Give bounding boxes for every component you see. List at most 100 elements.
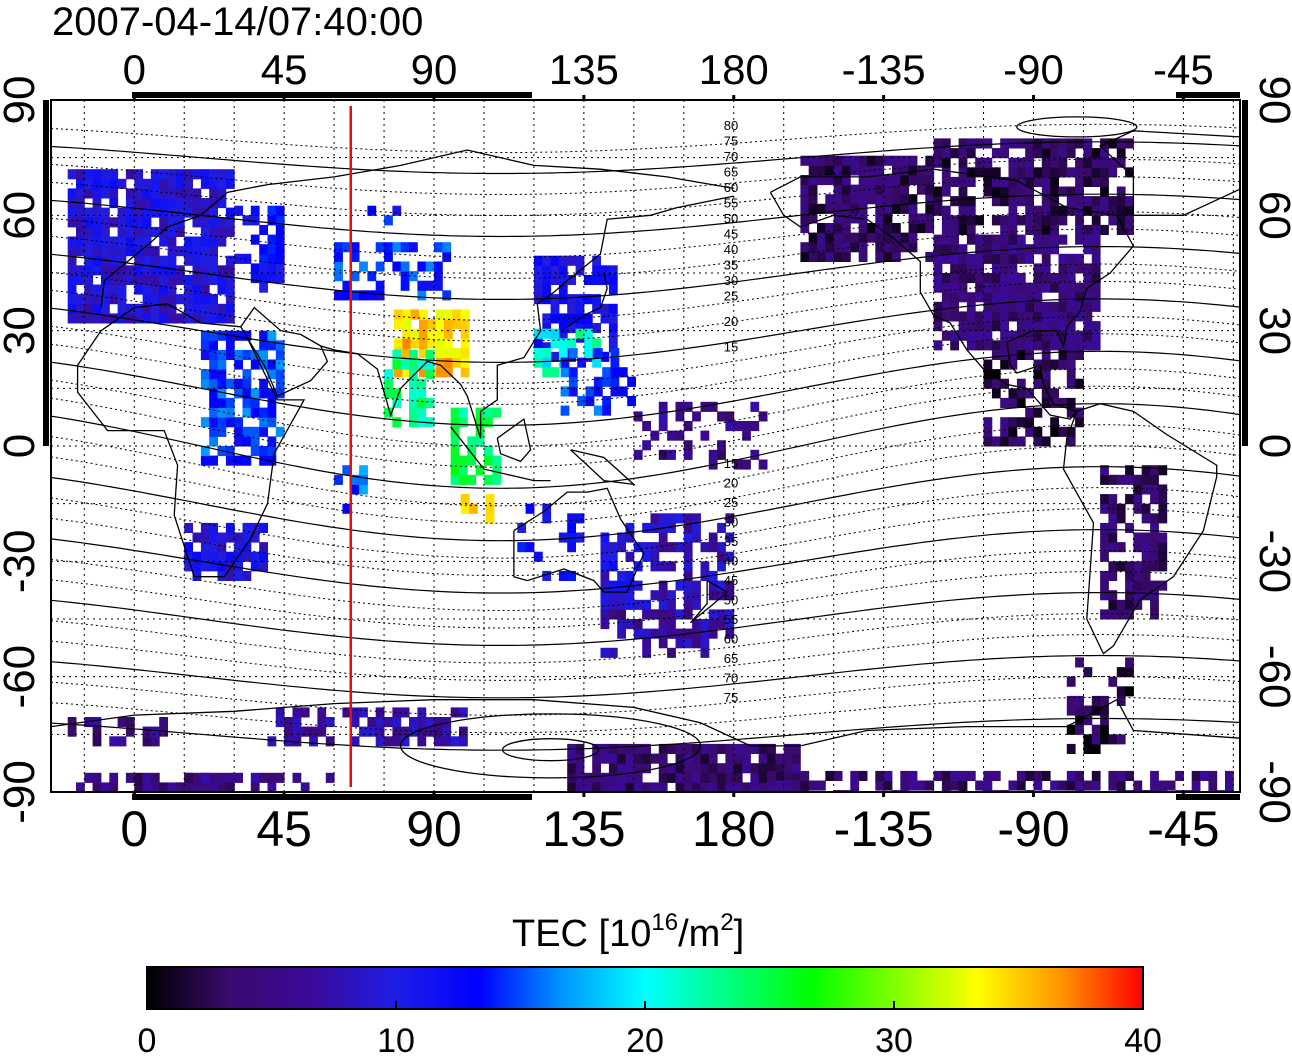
tec-cell [991, 770, 1001, 781]
contour-label-north: 40 [724, 242, 738, 257]
tec-cell [435, 357, 445, 368]
tec-cell [200, 265, 210, 276]
tec-cell [1141, 474, 1151, 485]
tec-cell [267, 455, 277, 466]
tec-cell [192, 570, 202, 581]
tec-cell [675, 782, 685, 792]
tec-cell [577, 357, 586, 368]
tec-cell [76, 236, 85, 247]
tec-cell [1016, 186, 1026, 197]
tec-cell [642, 551, 651, 562]
tec-cell [117, 736, 127, 747]
tec-cell [209, 349, 218, 360]
tec-cell [1000, 176, 1009, 187]
tec-cell [76, 303, 85, 314]
tec-cell [1066, 205, 1076, 216]
coastline [1098, 130, 1240, 216]
tec-cell [610, 367, 620, 378]
tec-cell [983, 167, 993, 178]
tec-cell [833, 165, 843, 176]
tec-cell [1075, 196, 1084, 207]
tec-cell [76, 217, 85, 228]
tec-cell [225, 532, 235, 543]
tec-cell [67, 169, 77, 180]
tec-cell [459, 707, 468, 718]
tec-cell [1225, 770, 1234, 781]
tec-cell [825, 232, 835, 243]
tec-cell [1041, 397, 1051, 408]
tec-cell [275, 224, 285, 235]
tec-cell [983, 234, 993, 245]
tec-cell [1150, 780, 1159, 791]
tec-cell [1091, 167, 1101, 178]
tec-cell [1075, 417, 1084, 428]
tec-cell [209, 359, 218, 370]
tec-cell [950, 263, 959, 274]
tec-cell [259, 253, 268, 264]
tec-cell [167, 217, 177, 228]
tec-cell [1075, 780, 1084, 791]
tec-cell [517, 522, 527, 533]
tec-cell [783, 772, 793, 783]
tec-cell [933, 321, 943, 332]
tec-cell [592, 743, 601, 754]
tec-cell [1075, 292, 1084, 303]
tec-cell [184, 551, 193, 562]
bottom-lon-label: 135 [542, 801, 625, 857]
tec-cell [808, 175, 818, 186]
tec-cell [485, 494, 495, 505]
tec-cell [184, 236, 193, 247]
tec-cell [1116, 503, 1126, 514]
tec-cell [84, 188, 94, 199]
tec-cell [234, 542, 243, 553]
tec-cell [1075, 657, 1084, 668]
tec-cell [642, 743, 651, 754]
mag-lat-contour [51, 592, 1240, 646]
tec-cell [101, 217, 110, 228]
tec-cell [125, 198, 135, 209]
tec-cell [966, 253, 976, 264]
tec-cell [950, 148, 959, 159]
tec-cell [1108, 676, 1118, 687]
tec-cell [567, 522, 576, 533]
tec-cell [667, 590, 676, 601]
tec-cell [209, 407, 218, 418]
tec-cell [250, 205, 260, 216]
tec-cell [217, 532, 227, 543]
tec-cell [259, 378, 268, 389]
tec-cell [592, 323, 601, 334]
tec-cell [717, 551, 726, 562]
tec-cell [1016, 234, 1026, 245]
tec-cell [234, 205, 243, 216]
tec-cell [617, 609, 626, 620]
tec-cell [892, 194, 901, 205]
tec-cell [958, 138, 968, 149]
tec-cell [800, 194, 810, 205]
tec-cell [409, 378, 418, 389]
tec-cell [259, 561, 268, 572]
tec-cell [417, 280, 427, 291]
tec-cell [1000, 321, 1009, 332]
tec-cell [92, 226, 102, 237]
tec-cell [991, 282, 1001, 293]
tec-cell [92, 236, 102, 247]
tec-cell [750, 743, 760, 754]
tec-cell [1058, 330, 1068, 341]
tec-cell [250, 388, 260, 399]
tec-cell [958, 167, 968, 178]
tec-cell [608, 332, 618, 343]
tec-cell [1108, 532, 1118, 543]
tec-cell [1116, 148, 1126, 159]
tec-cell [1125, 580, 1134, 591]
tec-cell [1066, 780, 1076, 791]
tec-cell [1066, 705, 1076, 716]
tec-cell [650, 590, 660, 601]
tec-cell [142, 736, 152, 747]
tec-cell [192, 772, 202, 783]
colorbar-tick-label: 0 [138, 1022, 157, 1057]
tec-cell [658, 580, 668, 591]
tec-cell [402, 328, 412, 339]
tec-cell [84, 207, 94, 218]
tec-cell [484, 417, 493, 428]
tec-cell [1108, 196, 1118, 207]
